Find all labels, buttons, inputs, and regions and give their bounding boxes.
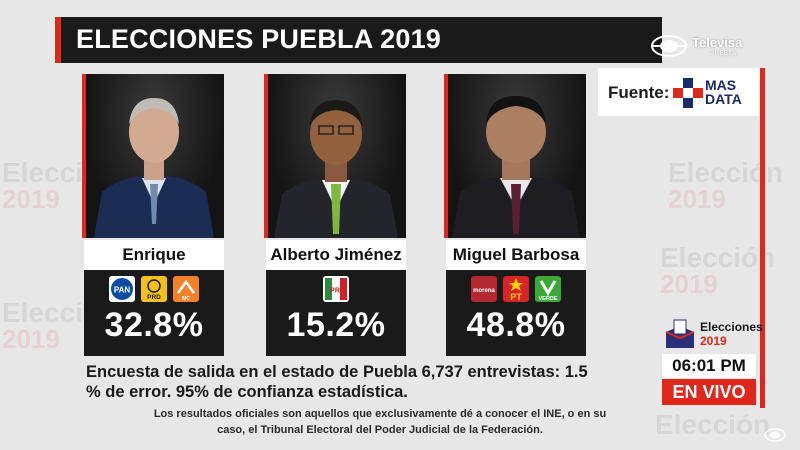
photo-accent-2 — [264, 74, 268, 238]
bug-year: 2019 — [700, 334, 727, 348]
televisa-corner-icon — [764, 428, 786, 442]
candidate-portrait-icon — [452, 96, 580, 238]
svg-text:morena: morena — [473, 288, 495, 294]
candidate-photo-2 — [266, 74, 406, 238]
pri-logo-icon: PRI — [323, 276, 349, 302]
candidate-result-1: PAN PRD MC 32.8% — [84, 270, 224, 356]
elecciones-bug: Elecciones 2019 — [662, 318, 763, 354]
broadcaster-name: Televisa — [692, 35, 743, 50]
photo-accent-1 — [82, 74, 86, 238]
candidate-portrait-icon — [94, 98, 214, 238]
live-badge: EN VIVO — [662, 379, 756, 405]
svg-text:PRI: PRI — [330, 288, 342, 295]
verde-logo-icon: VERDE — [535, 276, 562, 302]
svg-text:MC: MC — [183, 296, 191, 302]
candidate-name: Enrique Cárdenas — [84, 240, 224, 294]
candidate-result-2: PRI 15.2% — [266, 270, 406, 356]
bug-title: Elecciones — [700, 320, 763, 334]
mc-logo-icon: MC — [173, 276, 200, 302]
broadcaster-sub: PUEBLA — [710, 51, 737, 57]
candidate-photo-1 — [84, 74, 224, 238]
candidate-percent: 32.8% — [104, 306, 204, 344]
watermark-bottom-right: Elección — [655, 409, 771, 440]
candidate-photo-3 — [446, 74, 586, 238]
source-name: MAS DATA — [705, 77, 742, 107]
candidate-percent: 15.2% — [286, 306, 386, 344]
pan-logo-icon: PAN — [108, 276, 135, 302]
masdata-cross-icon — [673, 78, 703, 108]
party-logos: PAN PRD MC — [84, 276, 224, 304]
candidate-name: Miguel Barbosa — [446, 240, 586, 270]
candidate-name: Alberto Jiménez — [266, 240, 406, 270]
broadcaster-logo: Televisa PUEBLA — [650, 32, 750, 64]
candidate-portrait-icon — [274, 100, 398, 238]
svg-text:VERDE: VERDE — [539, 296, 558, 302]
svg-text:PRD: PRD — [147, 294, 161, 301]
candidate-result-3: morena PT VERDE 48.8% — [446, 270, 586, 356]
svg-text:PT: PT — [510, 292, 522, 302]
title-bar — [55, 17, 662, 63]
title-accent — [55, 17, 61, 63]
pt-logo-icon: PT — [503, 276, 529, 302]
side-accent-rule — [760, 68, 765, 408]
page-title: ELECCIONES PUEBLA 2019 — [76, 24, 441, 54]
photo-accent-3 — [444, 74, 448, 238]
watermark-right-1: Elección 2019 — [660, 242, 776, 299]
svg-text:PAN: PAN — [113, 286, 130, 295]
party-logos: PRI — [266, 276, 406, 304]
disclaimer: Los resultados oficiales son aquellos qu… — [153, 408, 607, 436]
prd-logo-icon: PRD — [141, 276, 167, 302]
clock-time: 06:01 PM — [662, 354, 756, 378]
party-logos: morena PT VERDE — [446, 276, 586, 304]
watermark-right-2: Elección 2019 — [668, 157, 784, 214]
source-label: Fuente: — [608, 83, 670, 102]
survey-note: Encuesta de salida en el estado de Puebl… — [86, 363, 588, 401]
ballot-box-icon — [665, 319, 695, 348]
source-card: Fuente: MAS DATA — [598, 68, 760, 116]
televisa-mark-icon — [651, 35, 687, 57]
morena-logo-icon: morena — [470, 276, 497, 302]
candidate-percent: 48.8% — [466, 306, 566, 344]
